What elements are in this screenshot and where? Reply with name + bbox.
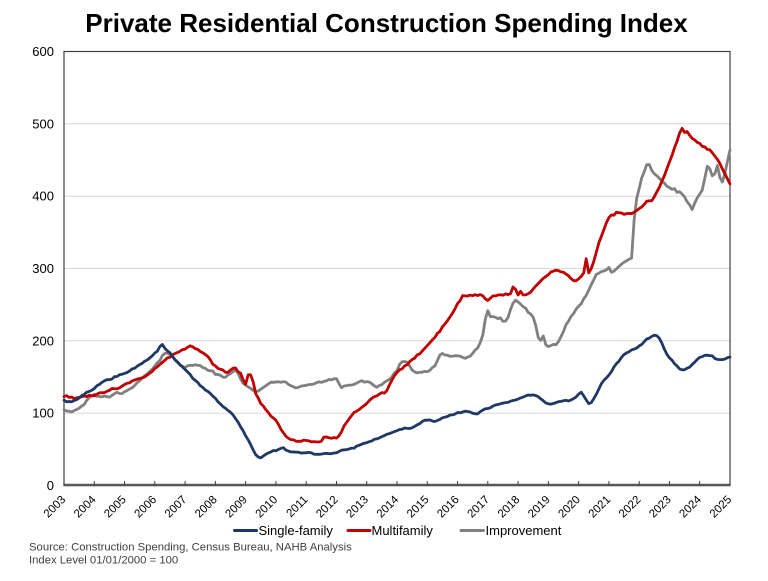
svg-text:500: 500 — [32, 116, 54, 131]
svg-text:Index Level 01/01/2000 = 100: Index Level 01/01/2000 = 100 — [29, 555, 178, 567]
svg-text:Source: Construction Spending,: Source: Construction Spending, Census Bu… — [29, 542, 352, 554]
svg-text:200: 200 — [32, 333, 54, 348]
svg-text:100: 100 — [32, 406, 54, 421]
svg-text:300: 300 — [32, 261, 54, 276]
svg-text:0: 0 — [47, 478, 54, 493]
svg-text:600: 600 — [32, 44, 54, 59]
svg-text:Private Residential Constructi: Private Residential Construction Spendin… — [85, 8, 688, 38]
svg-text:Improvement: Improvement — [486, 523, 562, 538]
svg-text:Multifamily: Multifamily — [372, 523, 434, 538]
svg-text:Single-family: Single-family — [259, 523, 334, 538]
svg-text:400: 400 — [32, 189, 54, 204]
